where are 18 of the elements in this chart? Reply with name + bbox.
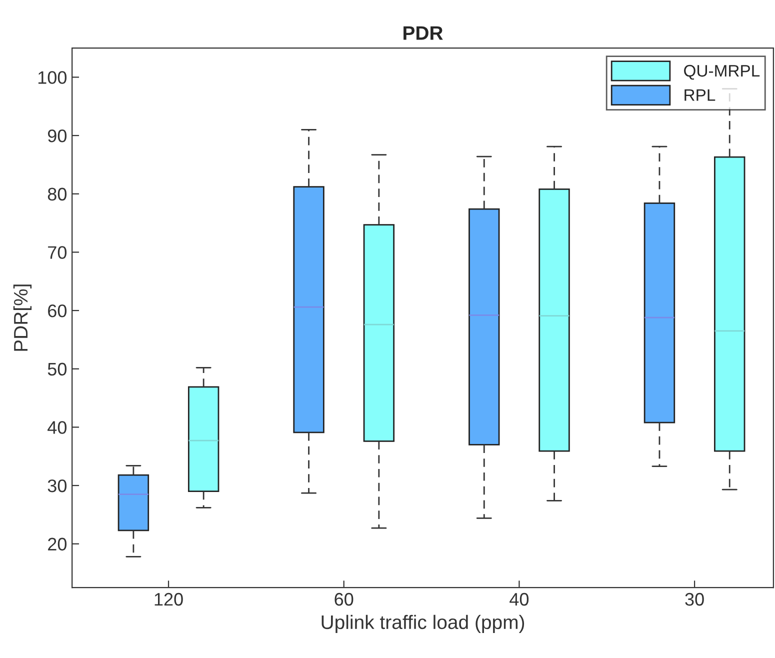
y-tick-label: 90 [48, 129, 67, 142]
legend-label: QU-MRPL [684, 64, 760, 80]
y-tick-label: 60 [48, 304, 67, 318]
y-tick-label: 30 [48, 479, 67, 492]
y-tick-label: 20 [48, 538, 67, 551]
y-tick-label: 50 [48, 362, 67, 376]
x-tick-label: 120 [154, 592, 183, 606]
y-tick-label: 70 [48, 246, 67, 259]
x-tick-label: 30 [685, 592, 704, 606]
y-tick-label: 80 [48, 188, 67, 201]
legend-label: RPL [684, 89, 716, 101]
x-tick-label: 40 [510, 592, 529, 606]
x-tick-label: 60 [334, 592, 354, 606]
y-tick-label: 40 [48, 421, 67, 434]
y-axis-title: PDR[%] [13, 284, 32, 351]
chart-title: PDR [404, 26, 443, 40]
x-axis-title: Uplink traffic load (ppm) [322, 614, 524, 633]
y-tick-label: 100 [38, 71, 67, 84]
